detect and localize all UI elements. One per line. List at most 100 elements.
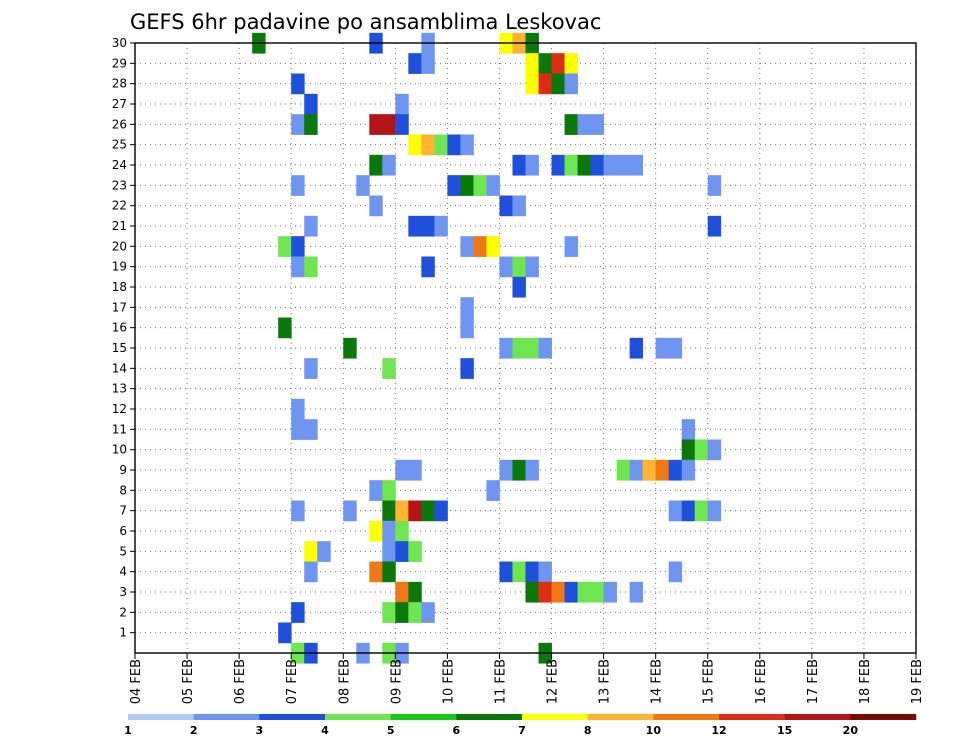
heatmap-cell — [499, 459, 513, 481]
heatmap-cell — [551, 73, 565, 95]
heatmap-cell — [629, 581, 644, 603]
heatmap-cell — [382, 602, 396, 623]
heatmap-cell — [421, 134, 435, 156]
heatmap-cell — [499, 256, 513, 278]
heatmap-cell — [291, 398, 305, 420]
heatmap-cell — [512, 337, 526, 359]
x-tick-label: 16 FEB — [754, 659, 769, 704]
y-axis: 1234567891011121314151617181920212223242… — [112, 36, 135, 640]
heatmap-cell — [460, 297, 474, 318]
heatmap-cell — [694, 439, 709, 461]
y-tick-label: 16 — [112, 321, 127, 335]
x-tick-label: 14 FEB — [650, 659, 665, 704]
y-tick-label: 25 — [112, 138, 127, 152]
heatmap-cell — [486, 175, 500, 196]
y-tick-label: 14 — [112, 361, 127, 375]
heatmap-cell — [512, 195, 526, 217]
heatmap-cell — [291, 175, 305, 196]
heatmap-cell — [421, 500, 435, 522]
legend-swatch — [719, 714, 785, 720]
heatmap-cell — [577, 154, 591, 176]
x-tick-label: 09 FEB — [389, 659, 404, 704]
legend-label: 6 — [453, 724, 461, 737]
heatmap-cell — [304, 561, 318, 583]
heatmap-cell — [395, 520, 409, 542]
y-tick-label: 4 — [119, 565, 127, 579]
legend-swatch — [522, 714, 588, 720]
legend-swatch — [850, 714, 917, 720]
y-tick-label: 21 — [112, 219, 127, 233]
x-axis: 04 FEB 05 FEB 06 FEB 07 FEB 08 FEB 09 FEB 10 F… — [129, 653, 925, 704]
heatmap-cell — [603, 154, 618, 176]
heatmap-cell — [525, 73, 539, 95]
legend-label: 5 — [387, 724, 395, 737]
heatmap-cell — [408, 134, 422, 156]
heatmap-cell — [681, 439, 696, 461]
heatmap-cell — [460, 175, 474, 196]
heatmap-cell — [525, 53, 539, 74]
heatmap-cell — [473, 175, 487, 196]
heatmap-cell — [447, 175, 461, 196]
heatmap-cell — [278, 622, 292, 644]
heatmap-cell — [408, 602, 422, 623]
heatmap-cell — [551, 581, 565, 603]
x-tick-label: 04 FEB — [129, 659, 144, 704]
heatmap-cell — [421, 215, 435, 237]
heatmap-cell — [395, 602, 409, 623]
heatmap-cell — [408, 500, 422, 522]
y-tick-label: 10 — [112, 443, 127, 457]
x-tick-label: 10 FEB — [441, 659, 456, 704]
heatmap-cell — [382, 500, 396, 522]
heatmap-cell — [616, 459, 631, 481]
heatmap-cell — [382, 561, 396, 583]
heatmap-cell — [707, 439, 722, 461]
x-tick-label: 18 FEB — [858, 659, 873, 704]
heatmap-cell — [369, 154, 383, 176]
legend-swatch — [653, 714, 720, 720]
heatmap-cell — [473, 236, 487, 257]
heatmap-cell — [395, 93, 409, 115]
legend-label: 3 — [256, 724, 264, 737]
heatmap-cell — [525, 256, 539, 278]
heatmap-cell — [343, 500, 357, 522]
heatmap-cell — [512, 459, 526, 481]
heatmap-cell — [707, 500, 722, 522]
y-tick-label: 19 — [112, 260, 127, 274]
heatmap-cell — [707, 215, 722, 237]
heatmap-cell — [564, 581, 578, 603]
legend-label: 8 — [584, 724, 592, 737]
heatmap-cell — [564, 53, 578, 74]
y-tick-label: 3 — [119, 585, 127, 599]
heatmap-cell — [356, 175, 370, 196]
y-tick-label: 29 — [112, 56, 127, 70]
heatmap-cell — [564, 236, 578, 257]
heatmap-cell — [382, 114, 396, 135]
heatmap-cell — [668, 500, 683, 522]
heatmap-cell — [642, 459, 657, 481]
legend-swatch — [259, 714, 326, 720]
heatmap-cell — [395, 114, 409, 135]
y-tick-label: 6 — [119, 524, 127, 538]
y-tick-label: 17 — [112, 300, 127, 314]
heatmap-cell — [382, 358, 396, 379]
heatmap-cell — [538, 561, 552, 583]
heatmap-cell — [486, 236, 500, 257]
heatmap-cell — [694, 500, 709, 522]
heatmap-cell — [408, 581, 422, 603]
heatmap-cell — [668, 561, 683, 583]
legend-swatch — [325, 714, 391, 720]
color-legend: 1 2 3 4 5 6 7 8 10 12 15 20 — [124, 714, 917, 737]
legend-label: 4 — [321, 724, 329, 737]
heatmap-cell — [382, 154, 396, 176]
heatmap-cell — [278, 317, 292, 339]
heatmap-cell — [538, 337, 552, 359]
y-tick-label: 12 — [112, 402, 127, 416]
heatmap-cell — [291, 419, 305, 440]
x-tick-label: 15 FEB — [702, 659, 717, 704]
heatmap-cell — [304, 419, 318, 440]
heatmap-cell — [499, 561, 513, 583]
y-tick-label: 13 — [112, 382, 127, 396]
heatmap-cell — [577, 581, 591, 603]
heatmap-cell — [460, 358, 474, 379]
heatmap-cell — [681, 500, 696, 522]
